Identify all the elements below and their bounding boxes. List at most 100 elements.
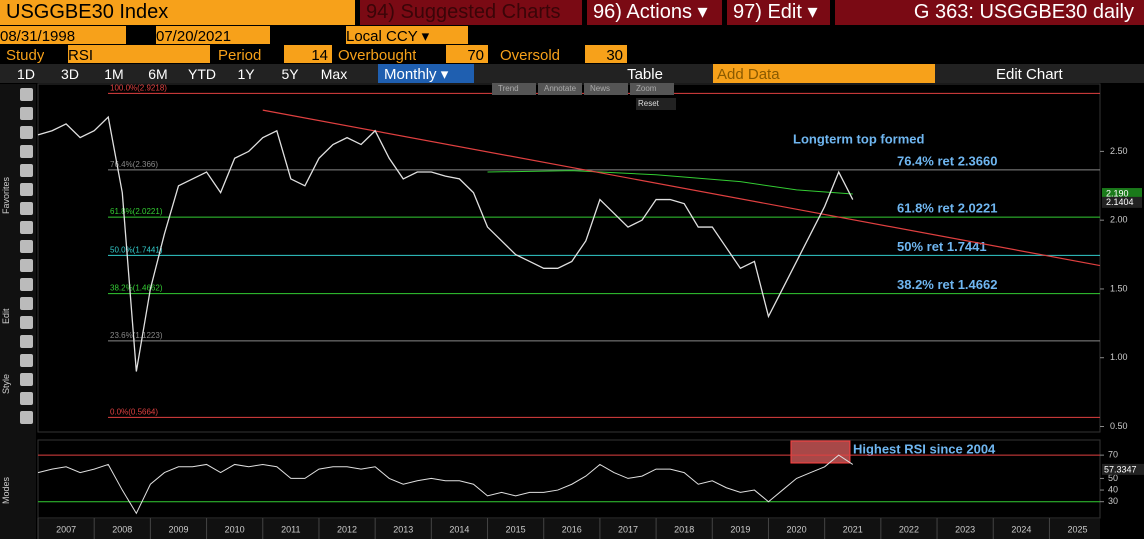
security[interactable]: USGGBE30 Index: [0, 0, 355, 25]
fib-ret-label: 76.4% ret 2.3660: [897, 153, 997, 168]
x-axis-band: [38, 519, 1100, 539]
table[interactable]: Table: [627, 66, 663, 83]
tool-icon[interactable]: [20, 88, 33, 101]
overbought[interactable]: 70: [446, 45, 488, 63]
rsi-line: [37, 454, 854, 515]
x-tick-label: 2007: [56, 524, 76, 534]
study[interactable]: RSI: [68, 45, 210, 63]
overlay-menu-item[interactable]: Trend: [492, 83, 536, 95]
oversold[interactable]: 30: [585, 45, 627, 63]
x-tick-label: 2016: [562, 524, 582, 534]
x-tick-label: 2021: [843, 524, 863, 534]
period-button[interactable]: 3D: [61, 67, 79, 81]
actions[interactable]: 96) Actions: [587, 0, 722, 25]
overlay-menu-item[interactable]: News: [584, 83, 628, 95]
x-tick-label: 2017: [618, 524, 638, 534]
fib-label: 61.8%(2.0221): [110, 207, 163, 216]
moving-average: [487, 170, 853, 195]
rsi-last-tag: [1102, 463, 1144, 475]
fib-ret-label: 61.8% ret 2.0221: [897, 201, 997, 216]
overlay-menu-item[interactable]: Annotate: [538, 83, 582, 95]
fib-label: 50.0%(1.7441): [110, 245, 163, 254]
side-label: Edit: [1, 308, 11, 324]
tool-icon[interactable]: [20, 278, 33, 291]
x-tick-label: 2023: [955, 524, 975, 534]
rsi-annotation: Highest RSI since 2004: [853, 441, 996, 456]
rsi-highlight: [790, 440, 851, 464]
tool-icon[interactable]: [20, 392, 33, 405]
end-date[interactable]: 07/20/2021: [156, 26, 270, 44]
rsi-tick-label: 70: [1108, 450, 1118, 460]
tool-icon[interactable]: [20, 373, 33, 386]
edit[interactable]: 97) Edit: [727, 0, 830, 25]
edit-chart[interactable]: Edit Chart: [996, 66, 1063, 83]
x-tick-label: 2010: [225, 524, 245, 534]
side-label: Favorites: [1, 176, 11, 214]
side-toolbar: Favorites Edit Style Modes: [0, 84, 36, 539]
period-button[interactable]: YTD: [188, 67, 216, 81]
period[interactable]: 14: [284, 45, 332, 63]
tool-icon[interactable]: [20, 202, 33, 215]
overlay-menu: Trend Annotate News Zoom Reset: [492, 83, 676, 111]
period-bar: 1D 3D 1M 6M YTD 1Y 5Y Max: [0, 64, 1144, 83]
rsi-tick-label: 30: [1108, 496, 1118, 506]
fib-ret-label: 50% ret 1.7441: [897, 239, 987, 254]
x-tick-label: 2009: [168, 524, 188, 534]
tool-icon[interactable]: [20, 240, 33, 253]
fib-label: 38.2%(1.4662): [110, 284, 163, 293]
x-tick-label: 2022: [899, 524, 919, 534]
period-button[interactable]: 5Y: [281, 67, 299, 81]
last-price-tag: [1102, 196, 1142, 208]
page-title: G 363: USGGBE30 daily: [835, 0, 1144, 25]
overlay-menu-item[interactable]: Reset: [636, 98, 676, 110]
price-line: [37, 115, 854, 372]
tool-icon[interactable]: [20, 259, 33, 272]
tool-icon[interactable]: [20, 335, 33, 348]
x-tick-label: 2025: [1068, 524, 1088, 534]
tool-icon[interactable]: [20, 316, 33, 329]
tool-icon[interactable]: [20, 183, 33, 196]
period-button[interactable]: 1D: [17, 67, 35, 81]
fib-label: 23.6%(1.1223): [110, 331, 163, 340]
start-date[interactable]: 08/31/1998: [0, 26, 126, 44]
suggested-charts[interactable]: 94) Suggested Charts: [360, 0, 582, 25]
fib-label: 0.0%(0.5664): [110, 407, 158, 416]
x-tick-label: 2015: [506, 524, 526, 534]
annotation: Longterm top formed: [793, 131, 924, 146]
oversold-label: Oversold: [500, 47, 561, 63]
tool-icon[interactable]: [20, 297, 33, 310]
x-tick-label: 2019: [730, 524, 750, 534]
rsi-last-label: 57.3347: [1104, 464, 1137, 474]
tool-icon[interactable]: [20, 164, 33, 177]
tool-icon[interactable]: [20, 126, 33, 139]
frequency[interactable]: Monthly: [378, 64, 474, 83]
x-tick-label: 2013: [393, 524, 413, 534]
period-button[interactable]: 1M: [104, 67, 124, 81]
tool-icon[interactable]: [20, 145, 33, 158]
period-button[interactable]: 6M: [148, 67, 168, 81]
study-label: Study: [6, 47, 45, 63]
tool-icon[interactable]: [20, 411, 33, 424]
rsi-tick-label: 50: [1108, 473, 1118, 483]
overlay-menu-item[interactable]: Zoom: [630, 83, 674, 95]
trendline: [262, 109, 1101, 267]
y-tick-label: 1.00: [1110, 352, 1128, 362]
add-data[interactable]: Add Data: [713, 64, 935, 83]
y-tick-label: 2.50: [1110, 146, 1128, 156]
period-button[interactable]: Max: [320, 67, 348, 81]
overbought-label: Overbought: [338, 47, 417, 63]
period-button[interactable]: 1Y: [237, 67, 255, 81]
x-tick-label: 2020: [787, 524, 807, 534]
x-tick-label: 2011: [281, 524, 300, 534]
tool-icon[interactable]: [20, 221, 33, 234]
x-tick-label: 2024: [1011, 524, 1031, 534]
fib-label: 100.0%(2.9218): [110, 83, 167, 92]
currency[interactable]: Local CCY: [346, 26, 468, 44]
tool-icon[interactable]: [20, 107, 33, 120]
ma-last-tag: [1102, 188, 1142, 200]
x-tick-label: 2012: [337, 524, 357, 534]
tool-icon[interactable]: [20, 354, 33, 367]
rsi-tick-label: 40: [1108, 484, 1118, 494]
